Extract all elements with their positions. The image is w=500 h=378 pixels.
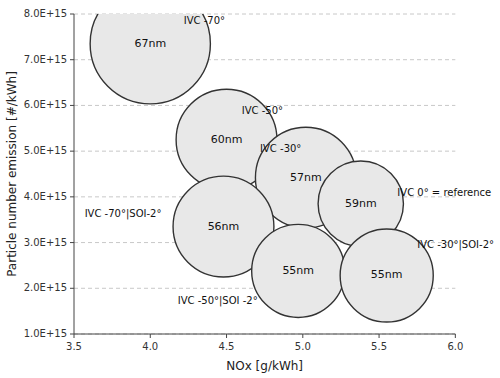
annotation: IVC 0° = reference bbox=[397, 187, 491, 198]
x-tick-label: 4.0 bbox=[142, 341, 158, 352]
y-tick-label: 5.0E+15 bbox=[24, 145, 67, 156]
x-tick-label: 6.0 bbox=[447, 341, 463, 352]
annotation: IVC -70° bbox=[184, 15, 225, 26]
x-tick-label: 5.5 bbox=[371, 341, 387, 352]
x-tick-label: 3.5 bbox=[66, 341, 82, 352]
y-tick bbox=[70, 288, 74, 289]
x-tick bbox=[379, 334, 380, 338]
y-tick bbox=[70, 59, 74, 60]
bubble bbox=[252, 224, 345, 317]
annotation: IVC -70°|SOI-2° bbox=[85, 208, 162, 220]
y-tick-label: 3.0E+15 bbox=[24, 237, 67, 248]
y-axis-line bbox=[74, 14, 75, 334]
x-tick bbox=[74, 334, 75, 338]
x-axis-label: NOx [g/kWh] bbox=[226, 359, 303, 373]
annotation: IVC -30° bbox=[260, 143, 301, 154]
point-label: 55nm bbox=[371, 268, 403, 281]
chart: 1.0E+15 2.0E+15 3.0E+15 4.0E+15 5.0E+15 6.0E+… bbox=[0, 0, 500, 378]
point-label: 55nm bbox=[282, 264, 314, 277]
point-label: 56nm bbox=[208, 220, 240, 233]
y-tick-label: 7.0E+15 bbox=[24, 54, 67, 65]
y-tick-label: 8.0E+15 bbox=[24, 8, 67, 19]
y-tick-label: 4.0E+15 bbox=[24, 191, 67, 202]
point-label: 60nm bbox=[211, 133, 243, 146]
y-tick bbox=[70, 151, 74, 152]
annotation: IVC -50° bbox=[242, 105, 283, 116]
x-tick bbox=[455, 334, 456, 338]
bubbles bbox=[90, 14, 433, 322]
y-tick-label: 6.0E+15 bbox=[24, 99, 67, 110]
y-tick bbox=[70, 242, 74, 243]
y-tick bbox=[70, 196, 74, 197]
x-tick bbox=[226, 334, 227, 338]
x-tick-label: 4.5 bbox=[219, 341, 235, 352]
point-label: 57nm bbox=[290, 171, 322, 184]
x-tick bbox=[150, 334, 151, 338]
point-label: 67nm bbox=[134, 37, 166, 50]
bubble bbox=[90, 14, 210, 104]
annotation: IVC -30°|SOI-2° bbox=[417, 239, 494, 251]
x-axis-line bbox=[74, 334, 455, 335]
y-tick-label: 1.0E+15 bbox=[24, 328, 67, 339]
y-tick-label: 2.0E+15 bbox=[24, 282, 67, 293]
x-tick-label: 5.0 bbox=[295, 341, 311, 352]
grid-line bbox=[74, 334, 455, 335]
y-tick bbox=[70, 334, 74, 335]
point-label: 59nm bbox=[345, 197, 377, 210]
y-tick bbox=[70, 14, 74, 15]
annotation: IVC -50°|SOI -2° bbox=[178, 295, 258, 307]
y-tick bbox=[70, 105, 74, 106]
y-axis-label: Particle number emission [#/kWh] bbox=[5, 71, 19, 277]
x-tick bbox=[302, 334, 303, 338]
